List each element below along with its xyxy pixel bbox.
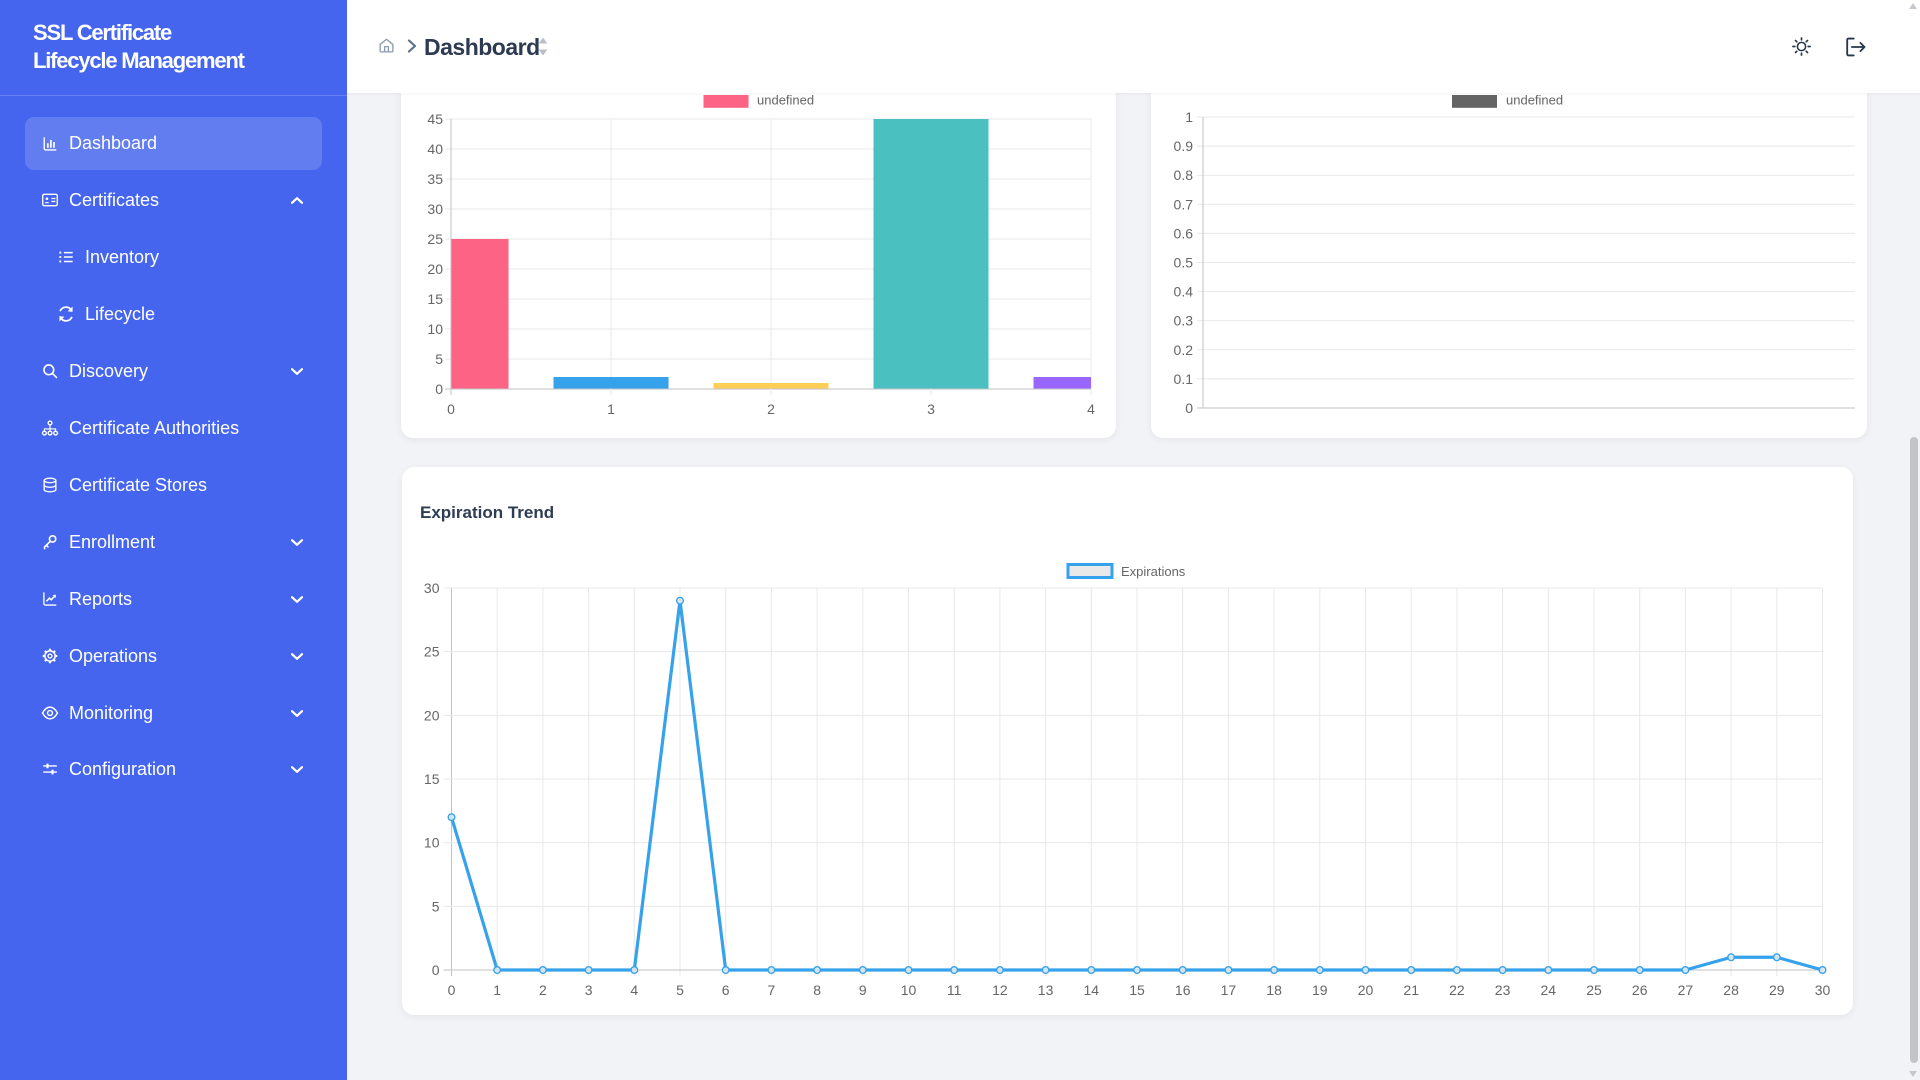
svg-text:26: 26	[1632, 982, 1648, 998]
svg-text:22: 22	[1449, 982, 1465, 998]
svg-text:40: 40	[427, 141, 443, 157]
svg-text:undefined: undefined	[1506, 93, 1563, 108]
svg-text:27: 27	[1678, 982, 1694, 998]
svg-text:29: 29	[1769, 982, 1785, 998]
svg-text:28: 28	[1723, 982, 1739, 998]
svg-text:35: 35	[427, 171, 443, 187]
svg-text:Expirations: Expirations	[1121, 564, 1186, 579]
svg-text:10: 10	[427, 321, 443, 337]
svg-text:13: 13	[1038, 982, 1054, 998]
svg-text:0: 0	[435, 381, 443, 397]
svg-text:10: 10	[424, 835, 440, 851]
svg-text:16: 16	[1175, 982, 1191, 998]
svg-text:undefined: undefined	[757, 93, 814, 108]
svg-text:20: 20	[424, 707, 440, 723]
svg-text:0.8: 0.8	[1174, 167, 1194, 183]
svg-text:5: 5	[435, 351, 443, 367]
svg-text:6: 6	[722, 982, 730, 998]
svg-text:0.9: 0.9	[1174, 138, 1194, 154]
svg-text:24: 24	[1541, 982, 1557, 998]
svg-text:0.4: 0.4	[1174, 284, 1194, 300]
svg-text:7: 7	[768, 982, 776, 998]
svg-text:0: 0	[448, 982, 456, 998]
svg-text:0: 0	[1185, 400, 1193, 416]
svg-text:Expiration Trend: Expiration Trend	[420, 503, 554, 522]
svg-text:3: 3	[927, 401, 935, 417]
svg-text:2: 2	[767, 401, 775, 417]
svg-text:10: 10	[901, 982, 917, 998]
svg-text:0.6: 0.6	[1174, 225, 1194, 241]
svg-text:3: 3	[585, 982, 593, 998]
svg-text:0: 0	[447, 401, 455, 417]
svg-text:25: 25	[427, 231, 443, 247]
svg-text:25: 25	[1586, 982, 1602, 998]
svg-text:30: 30	[427, 201, 443, 217]
svg-text:0.3: 0.3	[1174, 313, 1194, 329]
svg-text:0: 0	[432, 962, 440, 978]
svg-text:45: 45	[427, 111, 443, 127]
svg-text:1: 1	[493, 982, 501, 998]
svg-text:30: 30	[1815, 982, 1831, 998]
svg-text:0.2: 0.2	[1174, 342, 1194, 358]
svg-text:15: 15	[424, 771, 440, 787]
svg-text:12: 12	[992, 982, 1008, 998]
svg-text:4: 4	[630, 982, 638, 998]
svg-text:4: 4	[1087, 401, 1095, 417]
svg-text:9: 9	[859, 982, 867, 998]
svg-text:2: 2	[539, 982, 547, 998]
svg-text:23: 23	[1495, 982, 1511, 998]
svg-text:21: 21	[1403, 982, 1419, 998]
svg-text:0.7: 0.7	[1174, 196, 1194, 212]
svg-text:19: 19	[1312, 982, 1328, 998]
svg-text:15: 15	[427, 291, 443, 307]
svg-text:25: 25	[424, 644, 440, 660]
svg-text:5: 5	[676, 982, 684, 998]
svg-text:1: 1	[607, 401, 615, 417]
svg-text:1: 1	[1185, 109, 1193, 125]
svg-text:11: 11	[947, 982, 962, 998]
svg-text:18: 18	[1266, 982, 1282, 998]
svg-text:15: 15	[1129, 982, 1145, 998]
svg-text:30: 30	[424, 580, 440, 596]
svg-text:17: 17	[1221, 982, 1237, 998]
svg-text:0.1: 0.1	[1174, 371, 1194, 387]
svg-text:0.5: 0.5	[1174, 255, 1194, 271]
svg-text:5: 5	[432, 898, 440, 914]
svg-text:14: 14	[1084, 982, 1100, 998]
svg-text:8: 8	[813, 982, 821, 998]
svg-text:20: 20	[1358, 982, 1374, 998]
svg-text:20: 20	[427, 261, 443, 277]
